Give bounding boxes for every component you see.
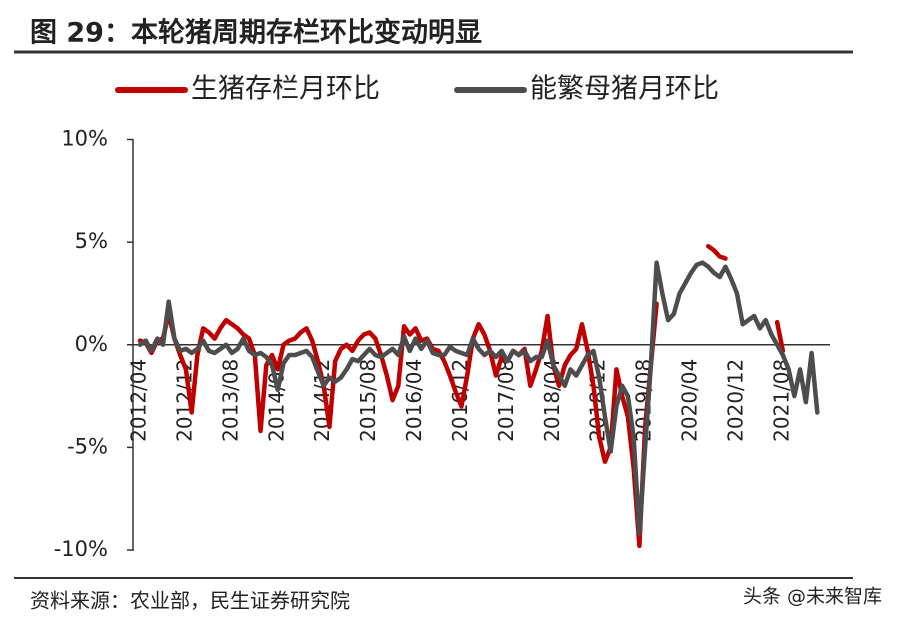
- y-tick-label: -10%: [54, 537, 108, 561]
- y-tick-label: 10%: [61, 127, 108, 151]
- x-tick-label: 2020/12: [723, 359, 747, 442]
- x-tick-label: 2020/04: [678, 359, 702, 442]
- y-tick-label: 5%: [75, 229, 108, 253]
- series-line: [137, 260, 820, 536]
- chart-title: 图 29：本轮猪周期存栏环比变动明显: [30, 17, 482, 49]
- y-tick-label: -5%: [67, 434, 108, 458]
- x-tick-label: 2014/04: [264, 359, 288, 442]
- legend-label: 能繁母猪月环比: [530, 74, 719, 105]
- legend-label: 生猪存栏月环比: [191, 74, 380, 105]
- source-note: 资料来源：农业部，民生证券研究院: [30, 589, 350, 613]
- x-tick-label: 2016/04: [402, 359, 426, 442]
- x-tick-label: 2015/08: [356, 359, 380, 442]
- x-tick-label: 2012/04: [127, 359, 151, 442]
- series-line: [137, 243, 786, 549]
- y-tick-label: 0%: [75, 332, 108, 356]
- x-tick-label: 2018/04: [540, 359, 564, 442]
- watermark: 头条 @未来智库: [743, 586, 882, 608]
- x-tick-label: 2013/08: [218, 359, 242, 442]
